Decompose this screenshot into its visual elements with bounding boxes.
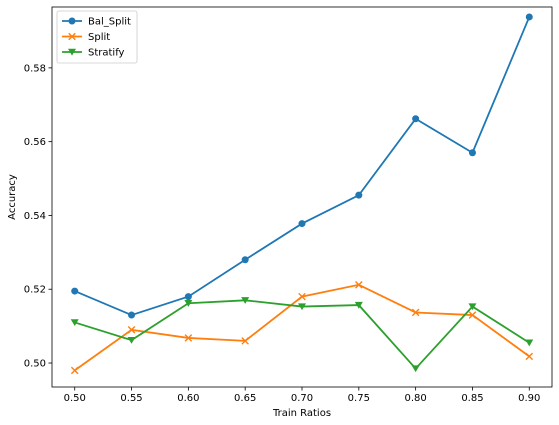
series-line-split bbox=[74, 283, 530, 372]
x-tick-label: 0.75 bbox=[348, 393, 370, 404]
data-point-split bbox=[411, 308, 420, 317]
y-axis-ticks: 0.50 0.52 0.54 0.56 0.58 bbox=[24, 63, 52, 370]
data-point-split bbox=[70, 366, 79, 375]
series-bal-split bbox=[71, 13, 533, 319]
x-tick-label: 0.70 bbox=[291, 393, 313, 404]
legend-label-split: Split bbox=[88, 32, 110, 43]
x-tick-label: 0.65 bbox=[234, 393, 256, 404]
legend-label-bal-split: Bal_Split bbox=[88, 17, 131, 28]
y-tick-label: 0.54 bbox=[24, 211, 46, 222]
legend-marker-split bbox=[68, 32, 76, 41]
data-point-bal-split bbox=[468, 149, 476, 157]
data-point-split bbox=[355, 281, 363, 289]
legend-entry-bal-split: Bal_Split bbox=[62, 17, 131, 28]
x-axis-label: Train Ratios bbox=[272, 408, 331, 419]
data-point-bal-split bbox=[525, 13, 533, 21]
data-point-split bbox=[127, 326, 136, 334]
legend-entry-split: Split bbox=[62, 32, 110, 43]
y-axis-label: Accuracy bbox=[7, 174, 18, 220]
data-point-split bbox=[241, 337, 249, 345]
legend-box bbox=[56, 10, 138, 64]
x-tick-label: 0.85 bbox=[461, 393, 483, 404]
series-line-bal-split bbox=[74, 16, 531, 317]
data-point-stratify bbox=[354, 301, 363, 309]
data-point-stratify bbox=[468, 303, 477, 311]
y-tick-label: 0.56 bbox=[24, 137, 46, 148]
data-point-stratify bbox=[127, 336, 136, 344]
y-tick-label: 0.50 bbox=[24, 359, 46, 370]
x-axis-ticks: 0.50 0.55 0.60 0.65 0.70 0.75 0.80 0.85 0.90 bbox=[64, 387, 540, 404]
data-point-bal-split bbox=[355, 191, 363, 199]
data-point-stratify bbox=[525, 339, 534, 347]
data-point-stratify bbox=[241, 297, 250, 304]
data-point-stratify bbox=[184, 300, 193, 307]
data-point-split bbox=[298, 292, 306, 301]
series-stratify bbox=[70, 297, 534, 373]
data-point-split bbox=[468, 311, 477, 319]
data-point-bal-split bbox=[184, 293, 192, 301]
data-point-bal-split bbox=[412, 115, 420, 123]
legend-marker-stratify bbox=[68, 48, 76, 56]
x-tick-label: 0.60 bbox=[177, 393, 199, 404]
y-tick-label: 0.52 bbox=[24, 285, 46, 296]
x-tick-label: 0.55 bbox=[120, 393, 142, 404]
plot-frame bbox=[51, 6, 553, 388]
data-point-stratify bbox=[70, 319, 79, 327]
data-point-split bbox=[184, 334, 193, 342]
x-tick-label: 0.50 bbox=[64, 393, 86, 404]
legend-label-stratify: Stratify bbox=[88, 48, 125, 59]
data-point-bal-split bbox=[128, 311, 136, 319]
x-tick-label: 0.80 bbox=[405, 393, 427, 404]
series-split bbox=[70, 281, 534, 375]
plot-content bbox=[70, 13, 534, 375]
data-point-stratify bbox=[298, 303, 306, 311]
data-point-bal-split bbox=[71, 287, 79, 295]
legend-marker-bal-split bbox=[68, 17, 76, 25]
data-point-bal-split bbox=[298, 220, 306, 228]
data-point-split bbox=[525, 352, 534, 361]
y-tick-label: 0.58 bbox=[24, 63, 46, 74]
x-tick-label: 0.90 bbox=[518, 393, 540, 404]
data-point-stratify bbox=[411, 365, 420, 373]
legend: Bal_Split Split Stratify bbox=[56, 10, 138, 64]
legend-entry-stratify: Stratify bbox=[62, 48, 125, 59]
data-point-bal-split bbox=[241, 256, 249, 264]
